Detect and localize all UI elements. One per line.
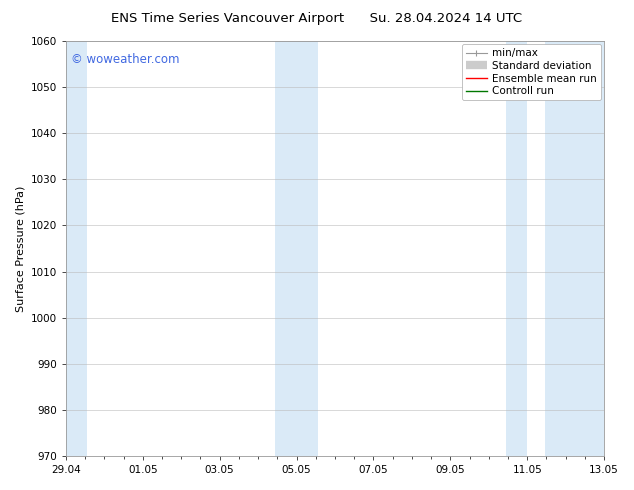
Bar [506, 41, 527, 456]
Y-axis label: Surface Pressure (hPa): Surface Pressure (hPa) [15, 185, 25, 312]
Bar [275, 41, 318, 456]
Bar [545, 41, 604, 456]
Text: ENS Time Series Vancouver Airport      Su. 28.04.2024 14 UTC: ENS Time Series Vancouver Airport Su. 28… [112, 12, 522, 25]
Bar [66, 41, 87, 456]
Text: © woweather.com: © woweather.com [71, 53, 179, 67]
Legend: min/max, Standard deviation, Ensemble mean run, Controll run: min/max, Standard deviation, Ensemble me… [462, 44, 601, 100]
